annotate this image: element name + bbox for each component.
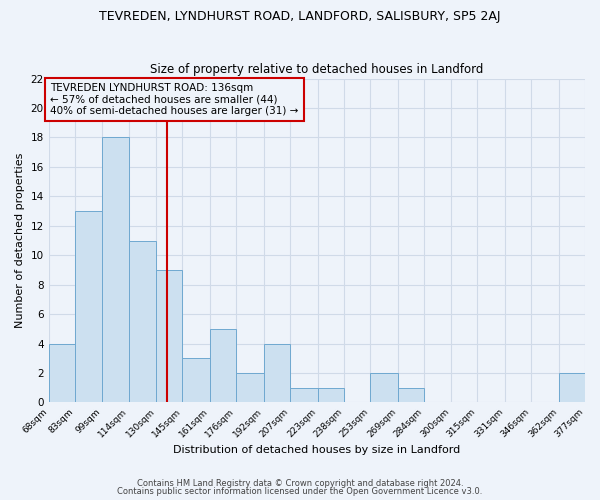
Bar: [182, 358, 210, 403]
Bar: [103, 138, 128, 402]
Bar: [559, 373, 585, 402]
Bar: [75, 211, 103, 402]
Text: TEVREDEN, LYNDHURST ROAD, LANDFORD, SALISBURY, SP5 2AJ: TEVREDEN, LYNDHURST ROAD, LANDFORD, SALI…: [99, 10, 501, 23]
Text: Contains public sector information licensed under the Open Government Licence v3: Contains public sector information licen…: [118, 487, 482, 496]
Bar: [264, 344, 290, 402]
Bar: [128, 240, 156, 402]
Bar: [49, 344, 75, 402]
Text: TEVREDEN LYNDHURST ROAD: 136sqm
← 57% of detached houses are smaller (44)
40% of: TEVREDEN LYNDHURST ROAD: 136sqm ← 57% of…: [50, 83, 299, 116]
X-axis label: Distribution of detached houses by size in Landford: Distribution of detached houses by size …: [173, 445, 460, 455]
Bar: [290, 388, 318, 402]
Bar: [370, 373, 398, 402]
Bar: [156, 270, 182, 402]
Title: Size of property relative to detached houses in Landford: Size of property relative to detached ho…: [150, 63, 484, 76]
Text: Contains HM Land Registry data © Crown copyright and database right 2024.: Contains HM Land Registry data © Crown c…: [137, 478, 463, 488]
Y-axis label: Number of detached properties: Number of detached properties: [15, 153, 25, 328]
Bar: [398, 388, 424, 402]
Bar: [210, 329, 236, 402]
Bar: [318, 388, 344, 402]
Bar: [236, 373, 264, 402]
